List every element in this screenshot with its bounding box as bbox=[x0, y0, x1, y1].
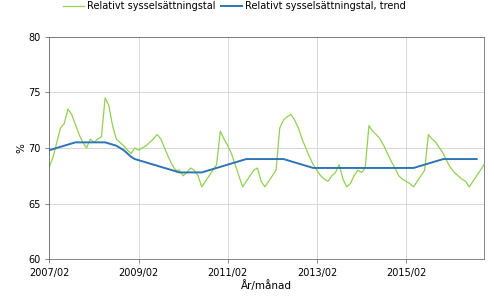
Relativt sysselsättningstal, trend bbox=[73, 141, 79, 144]
Relativt sysselsättningstal, trend bbox=[411, 166, 416, 170]
Relativt sysselsättningstal bbox=[396, 174, 402, 178]
Relativt sysselsättningstal, trend bbox=[199, 170, 205, 174]
Relativt sysselsättningstal, trend bbox=[474, 157, 480, 161]
Legend: Relativt sysselsättningstal, Relativt sysselsättningstal, trend: Relativt sysselsättningstal, Relativt sy… bbox=[63, 2, 406, 11]
Relativt sysselsättningstal bbox=[388, 160, 394, 163]
Relativt sysselsättningstal bbox=[199, 185, 205, 189]
Relativt sysselsättningstal bbox=[355, 168, 361, 172]
Relativt sysselsättningstal bbox=[139, 146, 145, 150]
Relativt sysselsättningstal, trend bbox=[314, 166, 320, 170]
X-axis label: År/månad: År/månad bbox=[241, 280, 292, 291]
Relativt sysselsättningstal, trend bbox=[400, 166, 406, 170]
Line: Relativt sysselsättningstal: Relativt sysselsättningstal bbox=[49, 98, 484, 187]
Y-axis label: %: % bbox=[16, 143, 27, 153]
Relativt sysselsättningstal, trend bbox=[176, 170, 182, 174]
Relativt sysselsättningstal bbox=[102, 96, 108, 100]
Line: Relativt sysselsättningstal, trend: Relativt sysselsättningstal, trend bbox=[49, 142, 477, 172]
Relativt sysselsättningstal, trend bbox=[340, 166, 346, 170]
Relativt sysselsättningstal, trend bbox=[46, 148, 52, 152]
Relativt sysselsättningstal bbox=[203, 179, 208, 183]
Relativt sysselsättningstal bbox=[46, 165, 52, 169]
Relativt sysselsättningstal bbox=[481, 163, 487, 167]
Relativt sysselsättningstal bbox=[95, 137, 101, 141]
Relativt sysselsättningstal, trend bbox=[448, 157, 453, 161]
